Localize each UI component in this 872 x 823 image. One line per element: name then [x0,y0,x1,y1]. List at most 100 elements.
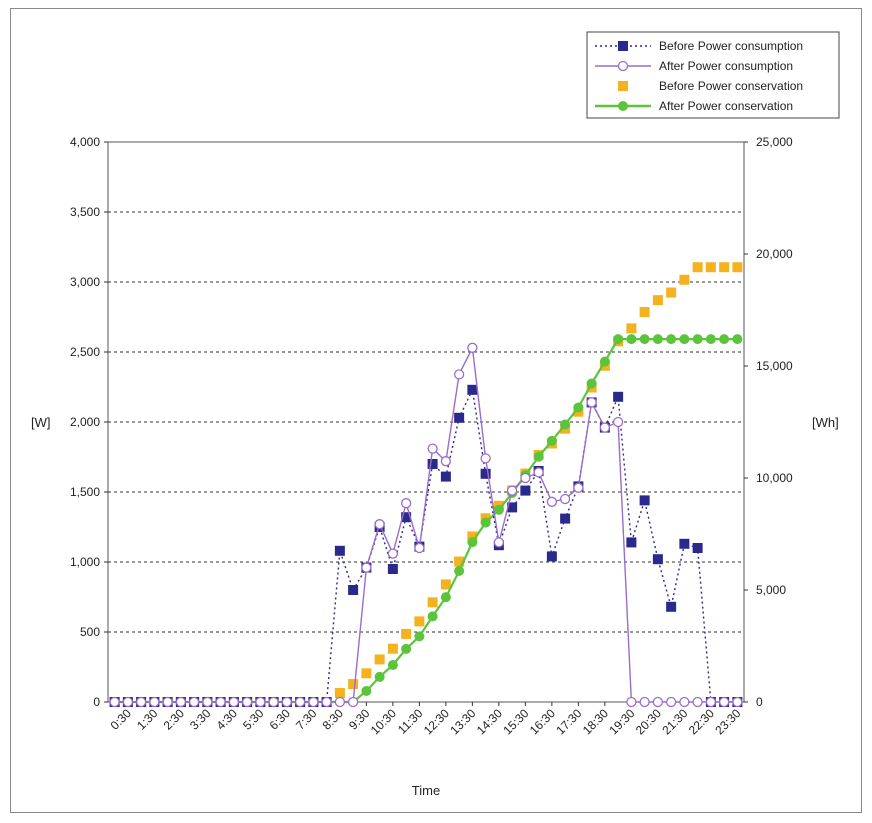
legend-label: Before Power consumption [659,39,803,53]
legend-marker [618,81,628,91]
x-tick-label: 11:30 [395,706,426,737]
data-point [573,482,584,493]
data-point [188,696,200,708]
data-point [334,545,345,556]
data-point [480,453,491,464]
data-point [308,696,319,708]
data-point [440,456,452,467]
data-point [135,696,147,708]
data-point [652,295,663,306]
data-point [506,485,518,496]
series-line [114,387,738,703]
x-tick-label: 3:30 [187,706,214,733]
data-point [321,696,332,708]
data-point [268,696,279,708]
x-tick-label: 16:30 [527,706,558,737]
data-point [586,378,597,389]
x-tick-label: 1:30 [134,706,161,733]
data-point [705,262,716,273]
data-point [533,467,544,478]
x-tick-label: 0:30 [108,706,135,733]
data-point [613,334,624,345]
legend: Before Power consumption After Power cons… [586,31,840,119]
chart-svg: 05001,0001,5002,0002,5003,0003,5004,000 … [31,31,840,798]
x-tick-label: 21:30 [659,706,690,737]
legend-item: After Power conservation [595,99,793,113]
data-point [374,671,385,682]
x-tick-label: 20:30 [633,706,664,737]
data-point [719,334,730,345]
data-point [453,369,465,380]
data-point [599,422,611,433]
legend-label: After Power consumption [659,59,793,73]
chart-frame: 0 500 1,000 1,500 2,000 2,500 3,000 3,500 4,000 … [10,8,862,813]
data-point [666,287,677,298]
left-axis-ticks: 0 500 1,000 1,500 2,000 2,500 3,000 3,500 4,000 [70,135,108,709]
y-left-tick-label: 1,000 [70,555,100,569]
data-point [507,502,518,513]
x-tick-label: 15:30 [500,706,531,737]
data-point [175,696,187,708]
data-point [480,517,491,528]
x-tick-label: 17:30 [553,706,584,737]
data-point [626,696,637,708]
legend-marker [617,60,629,72]
data-point [414,542,425,554]
data-point [228,696,240,708]
data-point [639,334,650,345]
x-tick-label: 13:30 [447,706,478,737]
y-left-tick-label: 4,000 [70,135,100,149]
data-point [692,262,703,273]
y-right-tick-label: 0 [756,695,763,709]
right-axis-ticks: 0 5,000 10,000 15,000 20,000 25,000 [744,135,793,709]
legend-item: Before Power consumption [595,39,803,53]
data-point [440,579,451,590]
data-point [467,537,478,548]
x-axis-title: Time [412,783,440,798]
data-point [162,696,173,708]
data-point [559,493,571,505]
data-point [387,564,398,574]
data-point [599,356,610,367]
y-right-tick-label: 5,000 [756,583,786,597]
data-point [705,334,716,345]
y-left-tick-label: 3,000 [70,275,100,289]
x-tick-label: 19:30 [606,706,637,737]
data-point [652,554,663,565]
data-point [692,334,703,345]
data-point [626,334,637,345]
data-point [560,419,571,430]
y-left-tick-label: 2,000 [70,415,100,429]
legend-box [586,31,840,119]
x-tick-label: 10:30 [368,706,399,737]
data-point [732,696,743,708]
data-point [387,660,398,671]
data-point [427,597,438,608]
data-point [467,384,478,395]
y-left-tick-label: 1,500 [70,485,100,499]
legend-item: After Power consumption [595,59,793,73]
data-point [401,628,412,639]
series-1 [109,342,743,708]
data-point [241,696,253,708]
data-point [639,307,650,318]
data-point [149,696,160,708]
data-point [520,472,531,484]
data-point [348,679,359,690]
data-point [348,585,359,595]
data-point [480,468,491,479]
data-point [692,696,703,708]
data-point [666,601,677,612]
x-tick-label: 22:30 [686,706,717,737]
x-tick-label: 6:30 [267,706,294,733]
data-point [414,631,425,642]
data-point [626,537,637,548]
data-point [255,696,266,708]
data-point [427,443,438,454]
legend-marker [618,101,628,111]
data-point [493,537,505,548]
data-point [732,262,743,273]
y-left-tick-label: 500 [80,625,100,639]
legend-marker [618,41,628,51]
data-point [493,504,504,515]
